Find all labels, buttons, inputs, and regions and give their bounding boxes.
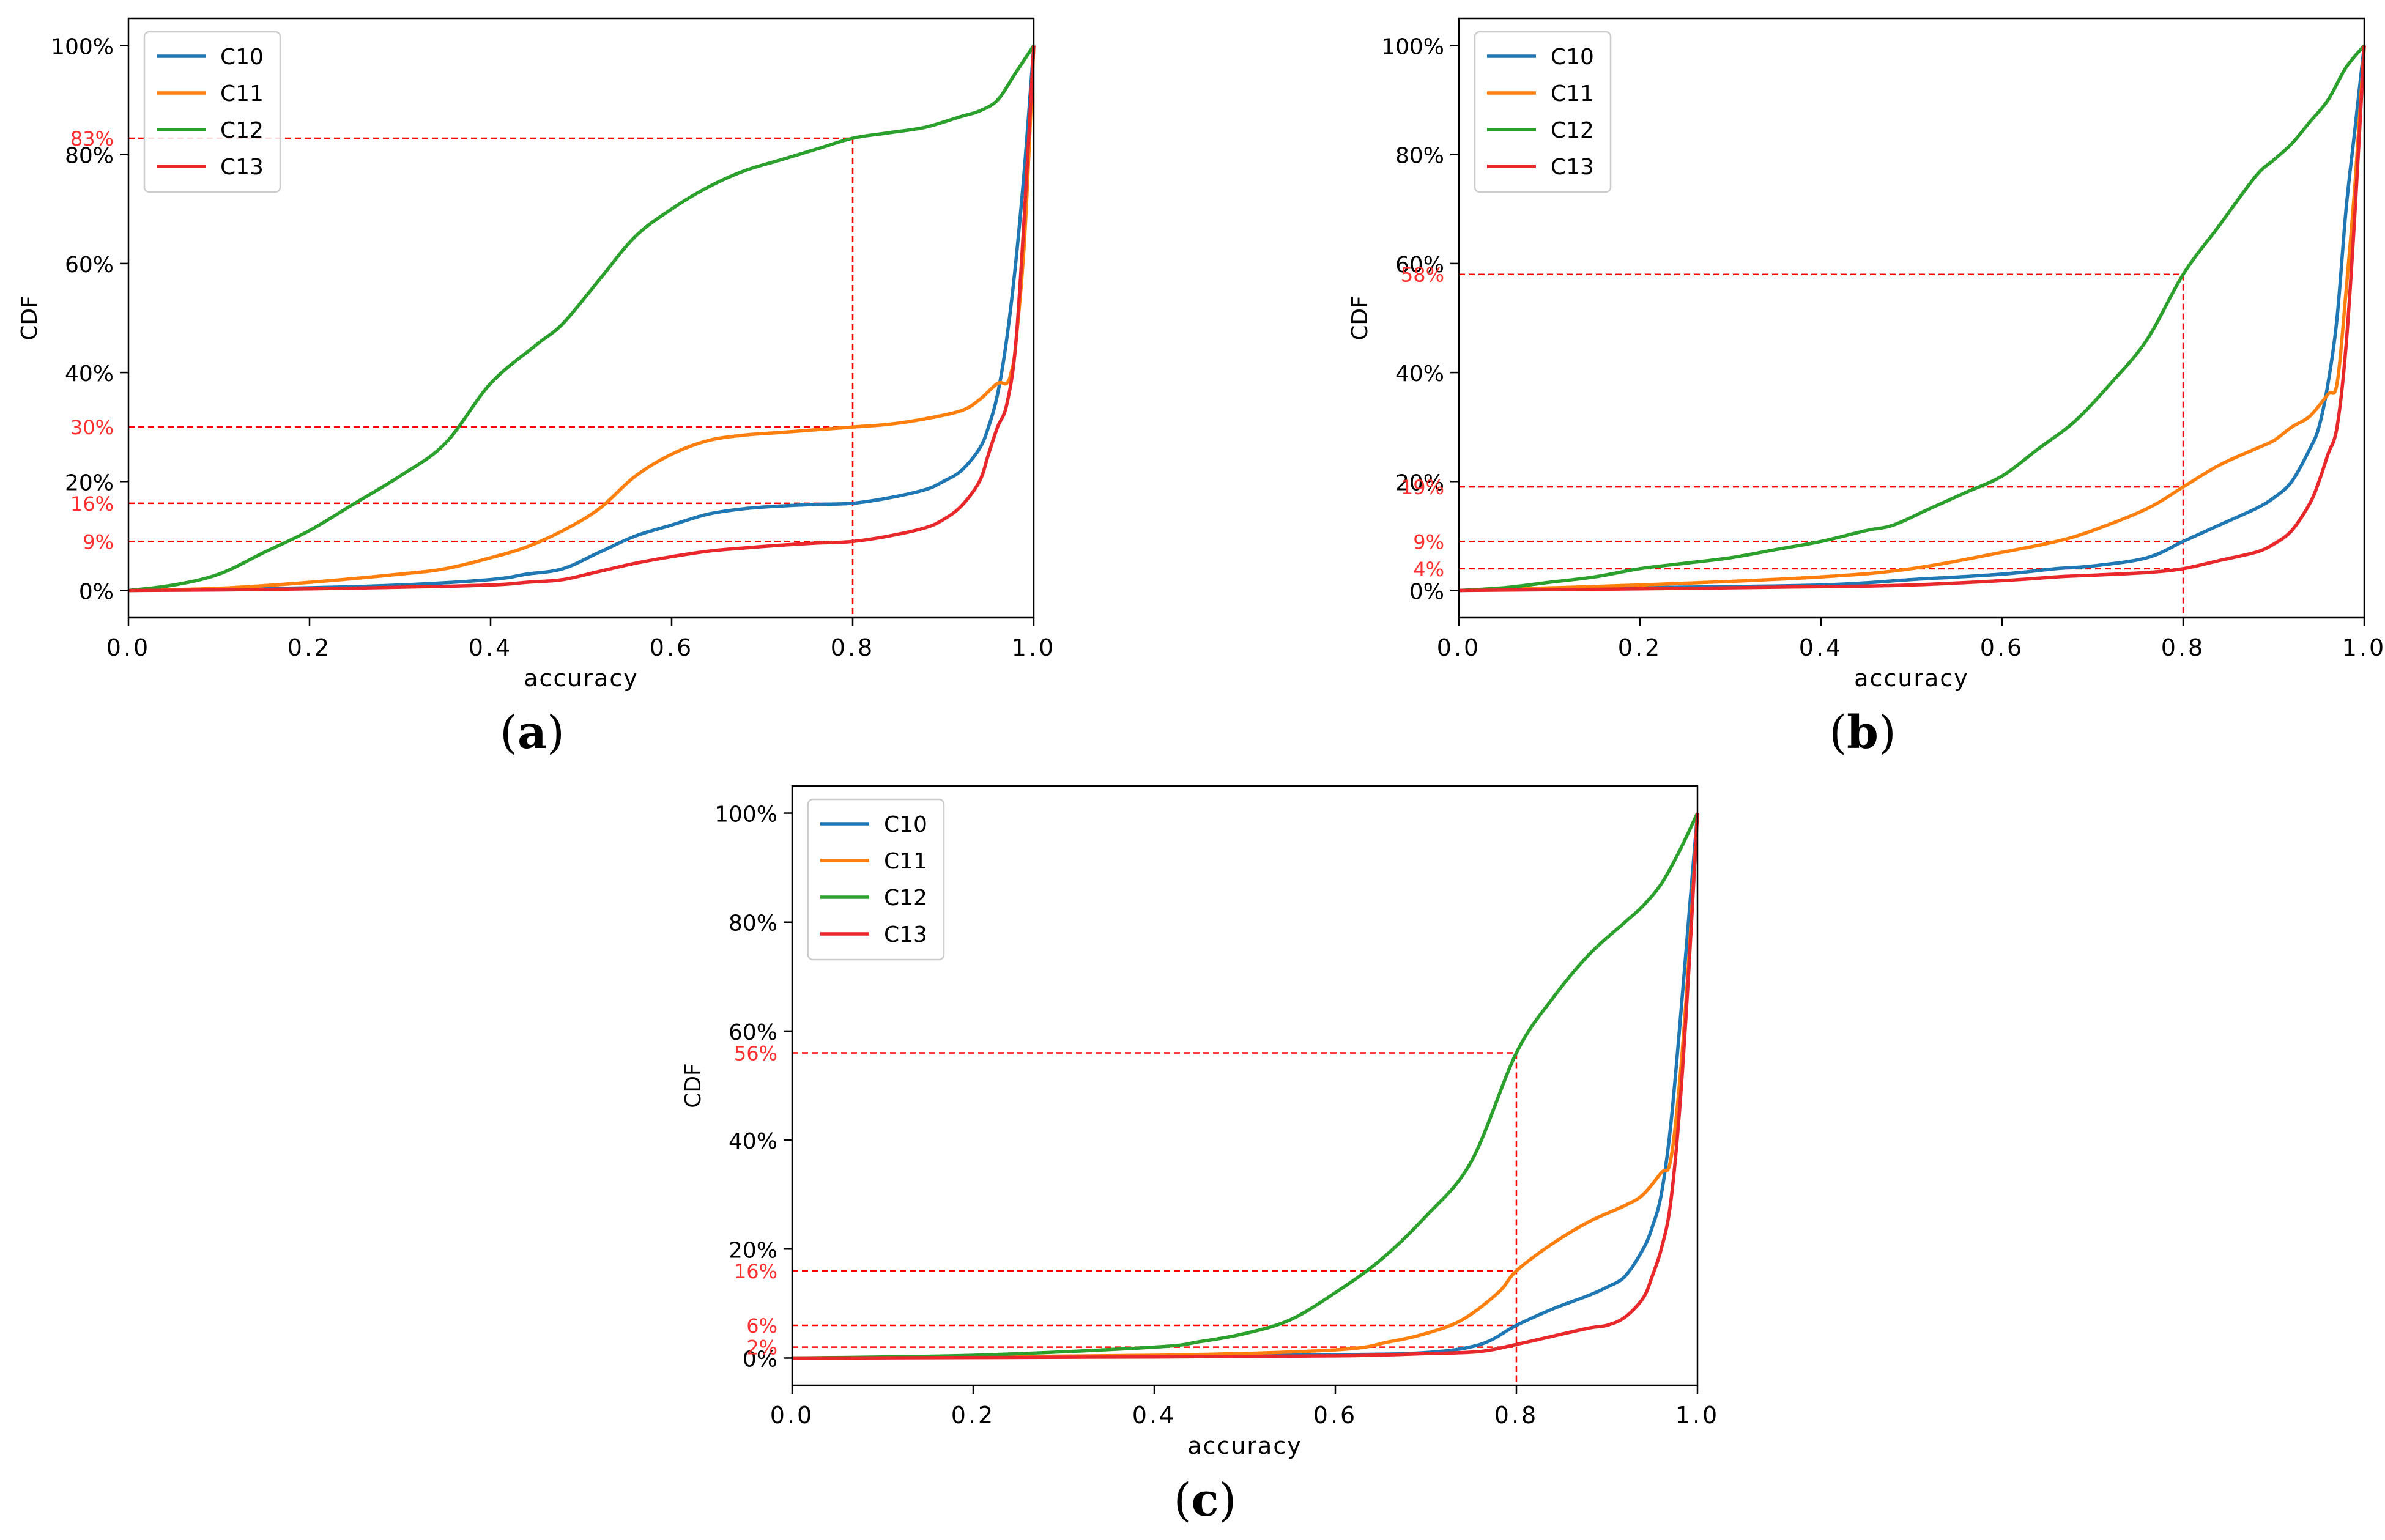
chart-panel-b: 0.0 0.2 0.4 0.6 0.8 1.0 0% 20% 40% 60% 80% 100% 58% 1… bbox=[1330, 0, 2385, 771]
chart-a-xtick-label: 0.8 bbox=[831, 634, 875, 661]
chart-c-ytick-label: 60% bbox=[729, 1020, 777, 1045]
chart-c-xtick-label: 0.6 bbox=[1313, 1402, 1357, 1429]
chart-b-reference-label: 4% bbox=[1413, 558, 1444, 581]
chart-c-ytick-label: 80% bbox=[729, 911, 777, 936]
chart-c-ylabel: CDF bbox=[681, 1063, 706, 1108]
chart-a-series-c12 bbox=[128, 44, 1036, 593]
chart-c-legend-entry: C10 bbox=[884, 812, 927, 837]
chart-b-reference-label: 9% bbox=[1413, 530, 1444, 553]
chart-b-legend-entry: C10 bbox=[1551, 45, 1594, 70]
chart-a-xtick-label: 0.0 bbox=[106, 634, 150, 661]
chart-b-ytick-label: 0% bbox=[1409, 579, 1444, 604]
chart-c-xtick-label: 0.8 bbox=[1494, 1402, 1538, 1429]
panel-b-caption: (b) bbox=[1829, 706, 1896, 759]
chart-a-reference-label: 83% bbox=[70, 127, 114, 150]
chart-b-series-c12 bbox=[1458, 44, 2366, 593]
chart-a-ytick-label: 40% bbox=[65, 361, 114, 387]
chart-c-reference-label: 6% bbox=[746, 1314, 777, 1338]
chart-c-axes-frame bbox=[791, 785, 1699, 1386]
chart-b-legend-entry: C11 bbox=[1551, 81, 1594, 106]
chart-c-legend-entry: C11 bbox=[884, 849, 927, 874]
chart-c-legend-entry: C12 bbox=[884, 886, 927, 911]
chart-b-xtick-label: 0.6 bbox=[1980, 634, 2024, 661]
chart-c-legend-entry: C13 bbox=[884, 922, 927, 947]
chart-a-xtick-label: 0.2 bbox=[287, 634, 332, 661]
chart-c-ytick-label: 20% bbox=[729, 1238, 777, 1263]
chart-a-xtick-label: 0.6 bbox=[650, 634, 694, 661]
chart-c-reference-label: 56% bbox=[734, 1042, 777, 1065]
chart-b-axes-frame bbox=[1458, 17, 2365, 619]
chart-a-series-c13 bbox=[128, 45, 1036, 593]
chart-b-xtick-label: 0.4 bbox=[1799, 634, 1843, 661]
chart-b-xtick-label: 0.8 bbox=[2161, 634, 2205, 661]
chart-a-ytick-label: 0% bbox=[79, 579, 114, 604]
chart-c-reference-label: 2% bbox=[746, 1336, 777, 1360]
chart-b-reference-label: 19% bbox=[1401, 476, 1444, 499]
chart-c-xtick-label: 1.0 bbox=[1675, 1402, 1719, 1429]
chart-b-series-c11 bbox=[1458, 45, 2366, 593]
chart-b-ytick-label: 40% bbox=[1395, 361, 1444, 387]
chart-a-xlabel: accuracy bbox=[524, 665, 638, 692]
panel-a-caption: (a) bbox=[500, 706, 565, 759]
chart-c-ytick-label: 40% bbox=[729, 1129, 777, 1154]
chart-b-legend-entry: C13 bbox=[1551, 155, 1594, 180]
chart-panel-c: 0.0 0.2 0.4 0.6 0.8 1.0 0% 20% 40% 60% 80% 100% 56% 1… bbox=[673, 771, 1749, 1540]
chart-a-legend-entry: C12 bbox=[220, 118, 264, 143]
chart-a-legend-entry: C13 bbox=[220, 155, 264, 180]
chart-a-series-c10 bbox=[128, 45, 1036, 593]
chart-a-axes-frame bbox=[127, 17, 1035, 619]
chart-b-ytick-label: 60% bbox=[1395, 253, 1444, 278]
chart-b-series-c13 bbox=[1458, 45, 2366, 593]
chart-c-legend bbox=[807, 798, 945, 961]
chart-b-xtick-label: 0.0 bbox=[1437, 634, 1481, 661]
chart-c-xlabel: accuracy bbox=[1187, 1432, 1302, 1459]
chart-a-ytick-label: 20% bbox=[65, 470, 114, 495]
chart-b-legend-entry: C12 bbox=[1551, 118, 1594, 143]
chart-b-reference-label: 58% bbox=[1401, 264, 1444, 287]
chart-a-reference-label: 16% bbox=[70, 492, 114, 516]
chart-b-legend bbox=[1474, 31, 1612, 193]
chart-a-legend bbox=[143, 31, 281, 193]
chart-b-xlabel: accuracy bbox=[1854, 665, 1968, 692]
chart-a-legend-entry: C10 bbox=[220, 45, 264, 70]
chart-panel-a: 0.0 0.2 0.4 0.6 0.8 1.0 0% 20% 40% 60% 80% 100% 83% 3… bbox=[0, 0, 1077, 771]
chart-a-ylabel: CDF bbox=[17, 295, 42, 341]
chart-a-xtick-label: 0.4 bbox=[469, 634, 513, 661]
chart-b-plot: 0.0 0.2 0.4 0.6 0.8 1.0 0% 20% 40% 60% 80% 100% 58% 1… bbox=[1348, 17, 2385, 692]
chart-c-xtick-label: 0.4 bbox=[1132, 1402, 1176, 1429]
chart-c-ytick-label: 0% bbox=[743, 1347, 777, 1372]
chart-c-xtick-label: 0.0 bbox=[770, 1402, 814, 1429]
chart-a-ytick-label: 80% bbox=[65, 144, 114, 169]
chart-b-ylabel: CDF bbox=[1348, 295, 1373, 341]
chart-a-legend-entry: C11 bbox=[220, 81, 264, 106]
chart-a-ytick-label: 60% bbox=[65, 253, 114, 278]
chart-c-reference-label: 16% bbox=[734, 1260, 777, 1283]
chart-c-series-c11 bbox=[792, 813, 1699, 1360]
panel-c-caption: (c) bbox=[1173, 1474, 1237, 1527]
chart-a-reference-label: 9% bbox=[83, 530, 114, 553]
chart-c-xtick-label: 0.2 bbox=[951, 1402, 995, 1429]
chart-a-xtick-label: 1.0 bbox=[1012, 634, 1056, 661]
chart-c-plot: 0.0 0.2 0.4 0.6 0.8 1.0 0% 20% 40% 60% 80% 100% 56% 1… bbox=[681, 785, 1719, 1459]
chart-a-reference-label: 30% bbox=[70, 416, 114, 439]
chart-a-ytick-label: 100% bbox=[51, 35, 114, 60]
chart-b-xtick-label: 1.0 bbox=[2342, 634, 2385, 661]
chart-b-xtick-label: 0.2 bbox=[1618, 634, 1662, 661]
chart-a-plot: 0.0 0.2 0.4 0.6 0.8 1.0 0% 20% 40% 60% 80% 100% 83% 3… bbox=[17, 17, 1056, 692]
chart-c-series-c13 bbox=[792, 813, 1699, 1360]
chart-b-ytick-label: 100% bbox=[1381, 35, 1444, 60]
chart-c-series-c12 bbox=[792, 812, 1699, 1360]
chart-b-ytick-label: 20% bbox=[1395, 470, 1444, 495]
chart-b-ytick-label: 80% bbox=[1395, 144, 1444, 169]
chart-c-ytick-label: 100% bbox=[714, 802, 777, 827]
